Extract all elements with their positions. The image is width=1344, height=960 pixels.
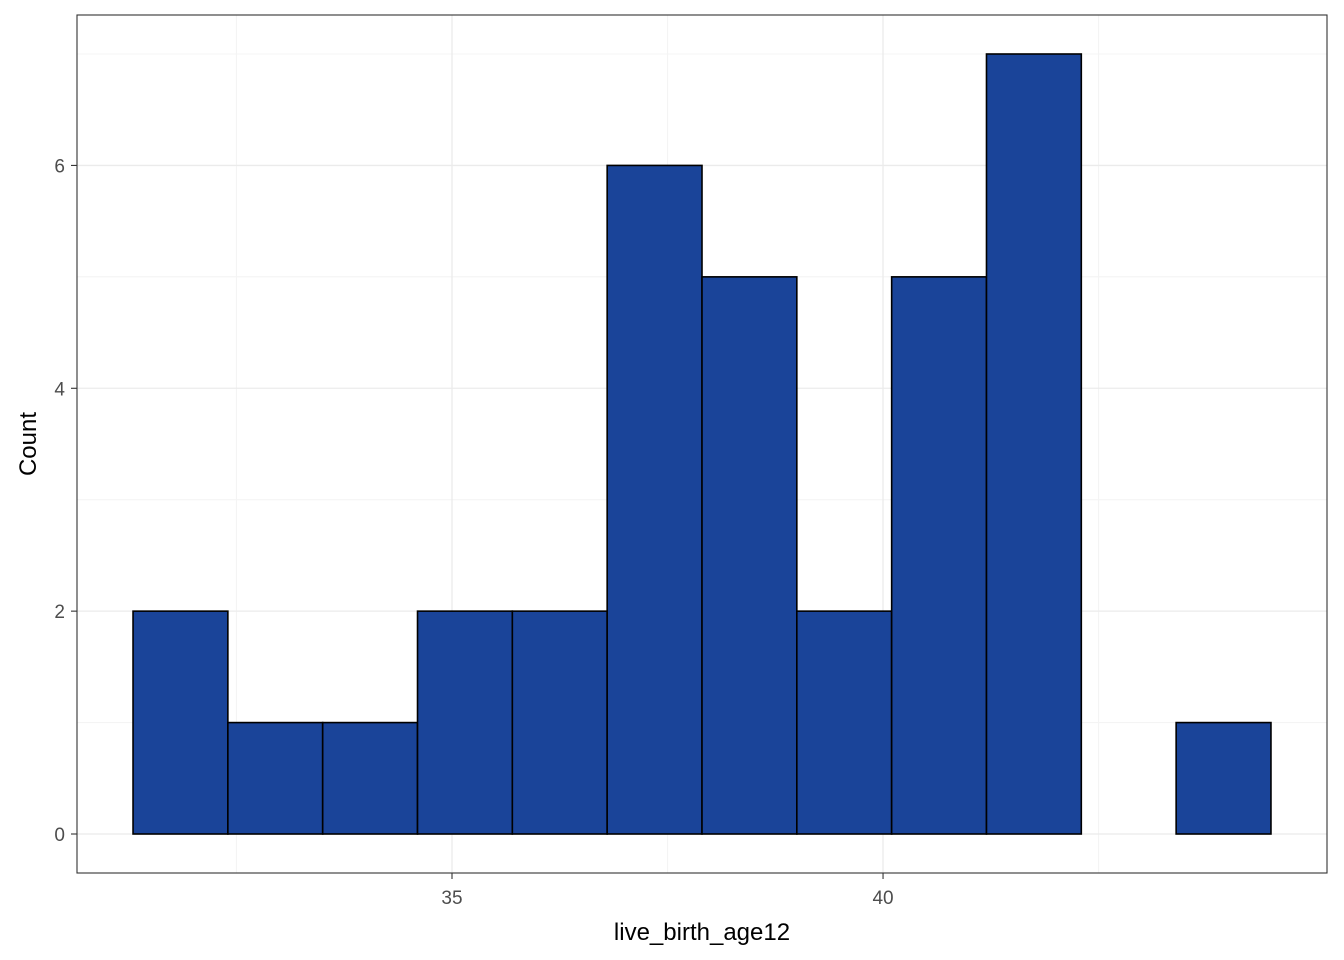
histogram-bar (796, 610, 893, 835)
histogram-bar (416, 610, 514, 835)
y-tick-label: 0 (54, 825, 65, 846)
histogram-bar (132, 610, 229, 835)
x-tick-label: 35 (441, 888, 462, 909)
y-tick-label: 4 (54, 379, 65, 400)
x-axis-title: live_birth_age12 (614, 919, 790, 946)
histogram-bar (985, 53, 1083, 835)
histogram-bar (511, 610, 608, 835)
histogram-bar (227, 721, 324, 835)
bar-layer (132, 53, 1272, 835)
y-tick-label: 2 (54, 602, 65, 623)
histogram-bar (321, 721, 419, 835)
histogram-bar (1175, 721, 1272, 835)
histogram-bar (606, 164, 703, 835)
axis-layer: 35 40 0 2 4 6 (54, 156, 893, 909)
panel-border (76, 14, 1328, 874)
y-axis-title: Count (15, 412, 42, 476)
y-tick-label: 6 (54, 156, 65, 177)
x-tick-label: 40 (872, 888, 893, 909)
histogram-bar (890, 276, 988, 835)
histogram-bar (701, 276, 798, 835)
